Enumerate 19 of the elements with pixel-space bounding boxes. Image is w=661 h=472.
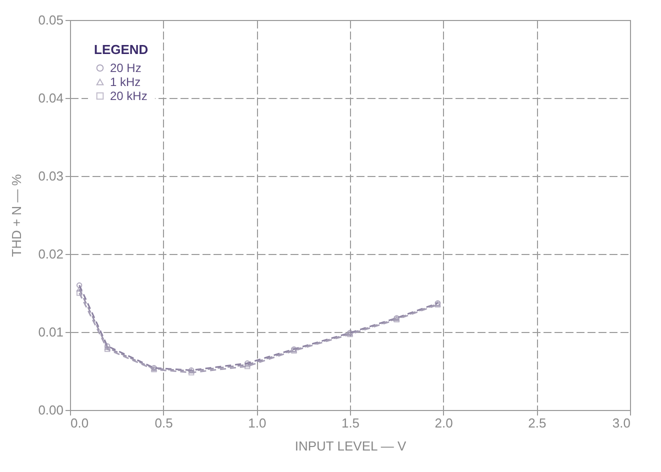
x-tick-label: 1.0 bbox=[248, 416, 266, 430]
legend-label: 1 kHz bbox=[110, 75, 141, 89]
y-tick-label: 0.04 bbox=[38, 90, 64, 106]
y-tick-label: 0.03 bbox=[38, 168, 64, 184]
y-tick-label: 0.02 bbox=[38, 246, 64, 262]
x-axis-title: INPUT LEVEL — V bbox=[294, 438, 406, 454]
legend-label: 20 Hz bbox=[110, 61, 142, 75]
y-tick-label: 0.05 bbox=[38, 12, 64, 28]
y-tick-label: 0.01 bbox=[38, 324, 64, 340]
x-tick-label: 2.0 bbox=[434, 416, 453, 430]
legend-label: 20 kHz bbox=[110, 89, 148, 103]
y-axis-title: THD + N — % bbox=[9, 174, 24, 257]
y-tick-label: 0.00 bbox=[38, 402, 64, 418]
x-tick-label: 2.5 bbox=[528, 416, 546, 430]
legend-title: LEGEND bbox=[94, 42, 148, 57]
x-tick-label: 0.0 bbox=[70, 416, 89, 430]
x-tick-label: 1.5 bbox=[341, 416, 360, 430]
x-tick-label: 0.5 bbox=[154, 416, 173, 430]
x-tick-label: 3.0 bbox=[612, 416, 630, 430]
